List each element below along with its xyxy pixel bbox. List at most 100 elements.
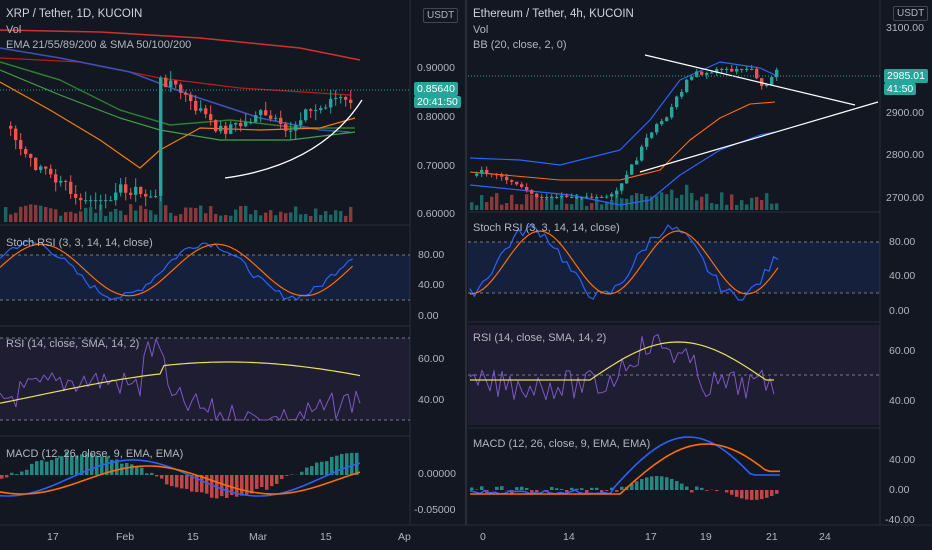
left-volume-bar [34,204,38,222]
right-candle [645,137,649,147]
left-candle [54,174,58,183]
left-candle [299,120,303,126]
left-stoch-label: Stoch RSI (3, 3, 14, 14, close) [6,237,153,249]
left-volume-bar [84,207,88,222]
right-price-tick: 2800.00 [886,149,924,161]
left-macd-histogram-bar [135,466,139,475]
right-volume-bar [470,202,474,210]
left-ema-line [0,29,361,61]
left-macd-histogram-bar [45,461,49,475]
left-candle [219,125,223,132]
left-macd-histogram-bar [75,455,79,475]
left-candle [319,108,323,111]
left-candle [89,200,93,202]
right-volume-bar [695,200,699,210]
left-macd-histogram-bar [190,475,194,492]
left-candle [229,124,233,134]
right-macd-histogram-bar [660,476,664,490]
left-candle [279,117,283,124]
left-candle [189,94,193,101]
left-volume-bar [229,215,233,222]
right-rsi-tick: 40.00 [889,395,916,407]
right-volume-bar [740,200,744,210]
left-candle [14,128,18,141]
right-currency-badge[interactable]: USDT [893,6,929,21]
right-macd-histogram-bar [595,487,599,490]
left-time-tick: Feb [116,531,135,543]
right-bb-lower-line [469,131,776,206]
right-macd-histogram-bar [725,490,729,493]
right-volume-bar [770,203,774,210]
right-macd-tick: -40.00 [885,514,915,526]
left-candle [119,184,123,193]
left-candle [29,154,33,158]
left-currency-badge[interactable]: USDT [423,8,459,23]
left-macd-histogram-bar [155,475,159,477]
right-volume-bar [540,199,544,210]
left-macd-histogram-bar [300,471,304,475]
right-chart-title: Ethereum / Tether, 4h, KUCOIN [473,8,634,20]
left-candle [324,107,328,109]
right-candle [725,68,729,70]
right-macd-histogram-bar [555,488,559,490]
left-price-tick: 0.80000 [417,111,455,123]
right-macd-histogram-bar [580,488,584,490]
right-last-price-tag: 2985.01 [884,69,928,83]
left-macd-signal-line [0,465,361,495]
right-candle [760,78,764,86]
right-volume-bar [750,197,754,210]
left-volume-bar [114,208,118,222]
right-bb-basis-line [469,101,776,181]
left-candle [124,184,128,193]
right-candle [530,190,534,194]
right-volume-bar [490,196,494,210]
right-stoch-d-line [469,230,779,295]
left-candle [159,77,163,197]
left-volume-bar [159,196,163,222]
left-volume-bar [129,204,133,222]
right-volume-bar [725,204,729,210]
left-volume-bar [44,207,48,222]
right-volume-bar [605,201,609,210]
left-candle [44,166,48,169]
left-volume-bar [24,205,28,222]
right-price-tick: 2900.00 [886,107,924,119]
left-vol-label: Vol [6,24,22,36]
right-candle [770,77,774,85]
left-candle [214,120,218,132]
left-macd-histogram-bar [105,456,109,475]
right-upper-trendline [644,54,856,106]
left-macd-label: MACD (12, 26, close, 9, EMA, EMA) [6,448,184,460]
left-macd-histogram-bar [25,469,29,475]
left-stoch-d-line [0,243,354,297]
right-candle [745,68,749,70]
right-volume-bar [565,203,569,210]
left-macd-histogram-bar [35,461,39,475]
left-candle [24,149,28,155]
left-volume-bar [209,206,213,222]
left-macd-histogram-bar [245,475,249,496]
right-volume-bar [580,196,584,210]
left-macd-histogram-bar [150,472,154,475]
right-candle [555,197,559,198]
right-candle [630,164,634,175]
left-volume-bar [289,212,293,222]
left-macd-histogram-bar [5,475,9,478]
right-volume-bar [610,199,614,210]
right-stoch-label: Stoch RSI (3, 3, 14, 14, close) [473,222,620,234]
left-volume-bar [29,204,33,222]
right-macd-histogram-bar [645,477,649,490]
left-macd-histogram-bar [180,475,184,489]
left-volume-bar [274,215,278,222]
right-candle [710,72,714,74]
right-vol-label: Vol [473,24,489,36]
left-volume-bar [189,207,193,222]
left-volume-bar [19,206,23,222]
left-macd-histogram-bar [125,462,129,475]
right-macd-histogram-bar [515,487,519,490]
left-rsi-tick: 40.00 [418,394,445,406]
right-candle [685,79,689,92]
left-macd-histogram-bar [265,475,269,490]
left-macd-histogram-bar [335,455,339,475]
left-volume-bar [64,212,68,222]
